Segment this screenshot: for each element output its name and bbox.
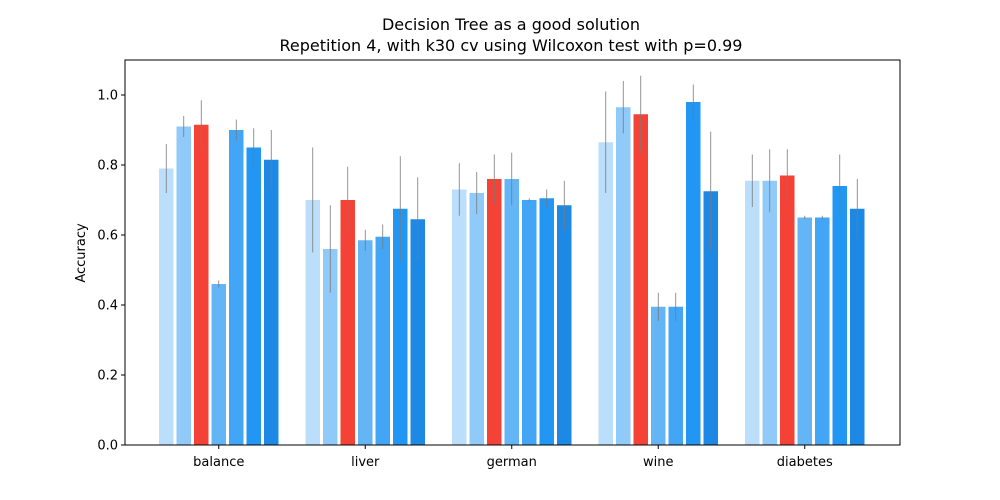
bar-liver-6 [410,219,425,445]
bar-balance-4 [229,130,244,445]
bar-diabetes-0 [745,180,760,445]
x-tick-label-diabetes: diabetes [777,455,833,470]
bar-balance-1 [176,126,191,445]
bar-diabetes-4 [815,217,830,445]
bar-german-3 [504,179,519,445]
bar-german-1 [469,193,484,445]
bar-wine-6 [703,191,718,445]
bar-liver-5 [393,208,408,445]
bar-liver-1 [323,249,338,445]
bar-diabetes-1 [762,180,777,445]
bar-balance-0 [159,168,174,445]
bar-diabetes-5 [832,186,847,445]
bar-balance-2 [194,124,209,445]
chart-subtitle: Repetition 4, with k30 cv using Wilcoxon… [280,36,743,55]
bar-wine-2 [633,114,648,445]
bar-german-4 [522,200,537,445]
bar-wine-1 [616,107,631,445]
bar-german-5 [539,198,554,445]
x-tick-label-wine: wine [643,455,673,470]
bar-balance-5 [246,147,261,445]
x-tick-label-german: german [487,455,537,470]
y-tick-label: 0.8 [97,159,118,174]
x-tick-label-balance: balance [193,455,244,470]
bar-wine-3 [651,306,666,445]
y-tick-label: 1.0 [97,89,118,104]
y-axis-label: Accuracy [74,223,89,283]
bar-german-0 [452,189,467,445]
bar-balance-3 [211,284,226,445]
y-tick-label: 0.0 [97,439,118,454]
bar-german-6 [557,205,572,445]
axes-layer: 0.0 0.2 0.4 0.6 0.8 1.0 balance liver german wine… [97,59,901,470]
bar-german-2 [487,179,502,445]
bar-diabetes-3 [797,217,812,445]
bar-balance-6 [264,159,279,445]
y-tick-label: 0.2 [97,369,118,384]
bar-wine-5 [686,102,701,445]
error-bars-layer [165,75,858,321]
y-tick-label: 0.6 [97,229,118,244]
x-tick-label-liver: liver [351,455,380,470]
y-tick-label: 0.4 [97,299,118,314]
bar-liver-0 [305,200,320,445]
bar-liver-4 [375,236,390,445]
bar-diabetes-2 [780,175,795,445]
bar-liver-3 [358,240,373,445]
bar-diabetes-6 [850,208,865,445]
plot-frame [124,59,901,446]
chart-title: Decision Tree as a good solution [382,15,640,34]
bar-wine-4 [668,306,683,445]
bars-layer [159,102,865,445]
bar-wine-0 [598,142,613,445]
bar-liver-2 [340,200,355,445]
